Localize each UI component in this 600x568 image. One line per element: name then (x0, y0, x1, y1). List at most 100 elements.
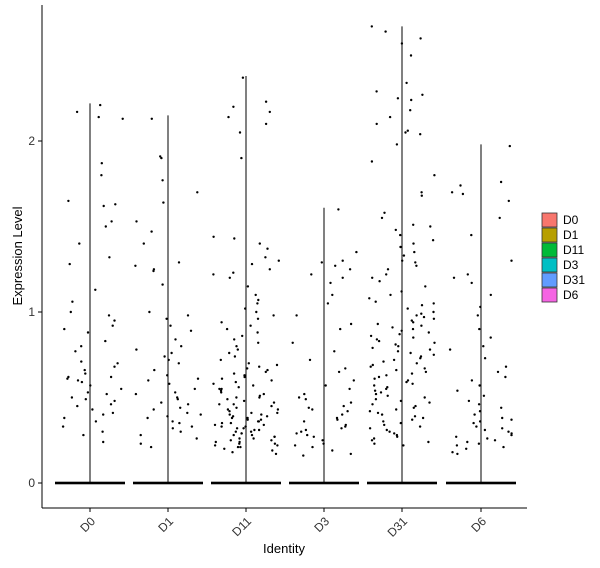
data-point (352, 379, 355, 382)
data-point (385, 387, 388, 391)
data-point (232, 403, 235, 406)
data-point (104, 339, 107, 343)
data-point (256, 317, 260, 320)
data-point (220, 391, 223, 394)
data-point (243, 375, 246, 379)
data-point (229, 439, 232, 442)
data-point (228, 413, 231, 416)
data-point (238, 437, 241, 440)
data-point (479, 305, 482, 309)
data-point (67, 199, 70, 203)
data-point (368, 297, 371, 300)
data-point (256, 420, 260, 423)
data-point (300, 430, 303, 433)
data-point (432, 310, 435, 314)
data-point (162, 201, 165, 204)
data-point (161, 283, 164, 286)
data-point (259, 418, 263, 421)
data-point (232, 271, 235, 274)
data-point (470, 281, 473, 285)
data-point (171, 427, 174, 430)
data-point (165, 317, 168, 320)
data-point (244, 307, 247, 310)
data-point (375, 90, 378, 93)
data-point (337, 208, 340, 211)
data-point (341, 276, 344, 279)
data-point (341, 259, 344, 262)
data-point (396, 350, 400, 353)
data-point (412, 406, 415, 409)
data-point (167, 358, 170, 362)
data-point (163, 355, 166, 358)
data-point (329, 281, 332, 285)
data-point (63, 327, 66, 331)
data-point (273, 442, 277, 445)
data-point (233, 338, 236, 341)
legend-swatch-D11 (541, 242, 558, 258)
data-point (405, 380, 408, 384)
data-point (89, 384, 92, 387)
data-point (142, 242, 145, 245)
data-point (477, 442, 481, 445)
data-point (78, 242, 81, 245)
legend-swatch-D31 (541, 272, 558, 288)
data-point (83, 368, 86, 372)
data-point (461, 192, 465, 196)
data-point (268, 110, 271, 114)
data-point (306, 433, 309, 437)
data-point (413, 415, 417, 418)
data-point (212, 273, 215, 276)
data-point (135, 220, 138, 223)
data-point (86, 331, 90, 334)
data-point (262, 392, 265, 396)
data-point (228, 410, 231, 413)
data-point (234, 430, 237, 433)
data-point (159, 155, 162, 158)
data-point (450, 191, 454, 194)
data-point (109, 375, 113, 379)
data-point (264, 370, 267, 374)
data-point (493, 439, 497, 442)
data-point (231, 415, 235, 418)
data-point (235, 396, 238, 399)
data-point (475, 425, 478, 428)
data-point (177, 261, 181, 264)
data-point (218, 403, 221, 406)
data-point (295, 432, 298, 435)
data-point (433, 174, 436, 177)
data-point (186, 411, 189, 415)
data-point (379, 391, 383, 394)
data-point (68, 262, 71, 266)
data-point (375, 122, 378, 126)
y-tick-label: 1 (28, 305, 35, 319)
data-point (431, 239, 435, 242)
data-point (226, 398, 229, 401)
data-point (220, 421, 224, 425)
data-point (134, 264, 137, 267)
data-point (243, 374, 246, 377)
data-point (418, 425, 422, 428)
data-point (466, 273, 469, 276)
data-point (412, 223, 415, 226)
data-point (348, 387, 351, 391)
zero-value-band (367, 481, 437, 485)
data-point (120, 387, 123, 391)
data-point (510, 432, 513, 435)
data-point (500, 406, 503, 409)
data-point (423, 396, 426, 399)
data-point (232, 372, 236, 375)
data-point (293, 444, 297, 447)
data-point (472, 421, 475, 425)
data-point (304, 398, 307, 401)
data-point (402, 444, 405, 447)
data-point (226, 408, 230, 411)
data-point (344, 367, 347, 370)
data-point (148, 310, 151, 314)
data-point (399, 245, 402, 249)
data-point (486, 437, 489, 440)
data-point (470, 379, 474, 382)
data-point (421, 93, 424, 97)
data-point (394, 343, 397, 346)
data-point (166, 374, 169, 377)
data-point (250, 411, 253, 415)
